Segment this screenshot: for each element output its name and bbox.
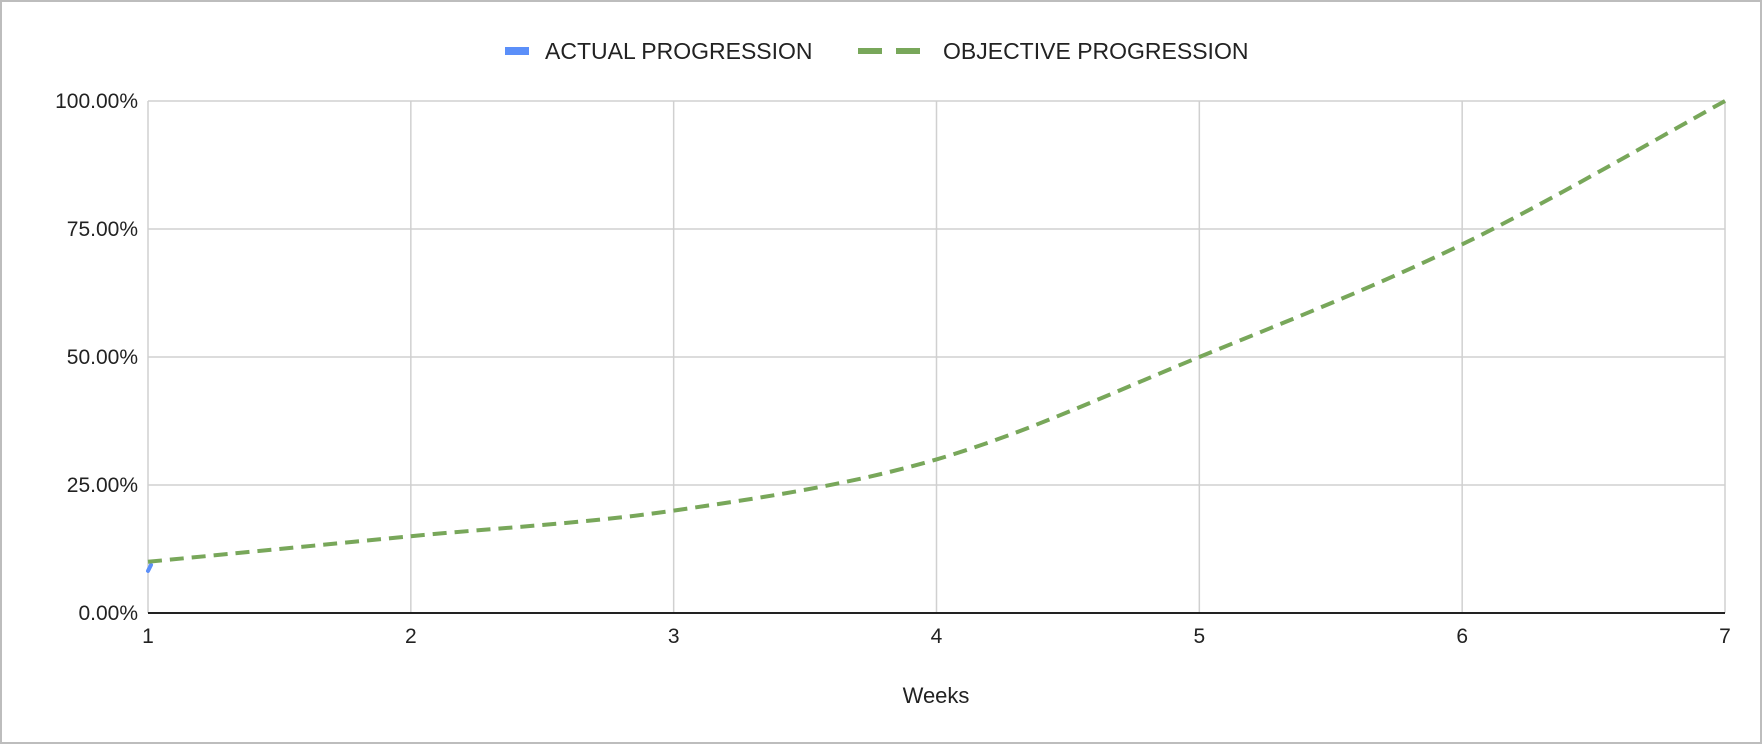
legend-label-objective-progression: OBJECTIVE PROGRESSION	[943, 38, 1248, 64]
y-axis-tick-labels: 0.00% 25.00% 50.00% 75.00% 100.00%	[55, 90, 138, 625]
legend-label-actual-progression: ACTUAL PROGRESSION	[545, 38, 813, 64]
series-line-objective-progression	[147, 99, 1726, 564]
x-axis-tick-labels: 1 2 3 4 5 6 7	[142, 625, 1731, 648]
y-tick-label: 0.00%	[78, 602, 138, 625]
x-tick-label: 5	[1193, 625, 1205, 648]
y-tick-label: 75.00%	[67, 218, 138, 241]
legend-swatch-actual-progression	[505, 47, 529, 55]
x-tick-label: 1	[142, 625, 154, 648]
x-tick-label: 3	[668, 625, 680, 648]
x-tick-label: 7	[1719, 625, 1731, 648]
series-lines	[146, 99, 1726, 573]
x-tick-label: 4	[931, 625, 943, 648]
x-axis-title: Weeks	[903, 683, 970, 708]
x-tick-label: 2	[405, 625, 417, 648]
series-line-actual-progression	[146, 562, 153, 573]
legend: ACTUAL PROGRESSION OBJECTIVE PROGRESSION	[505, 38, 1248, 64]
x-tick-label: 6	[1456, 625, 1468, 648]
y-tick-label: 50.00%	[67, 346, 138, 369]
grid-lines	[147, 100, 1726, 613]
y-tick-label: 25.00%	[67, 474, 138, 497]
y-tick-label: 100.00%	[55, 90, 138, 113]
